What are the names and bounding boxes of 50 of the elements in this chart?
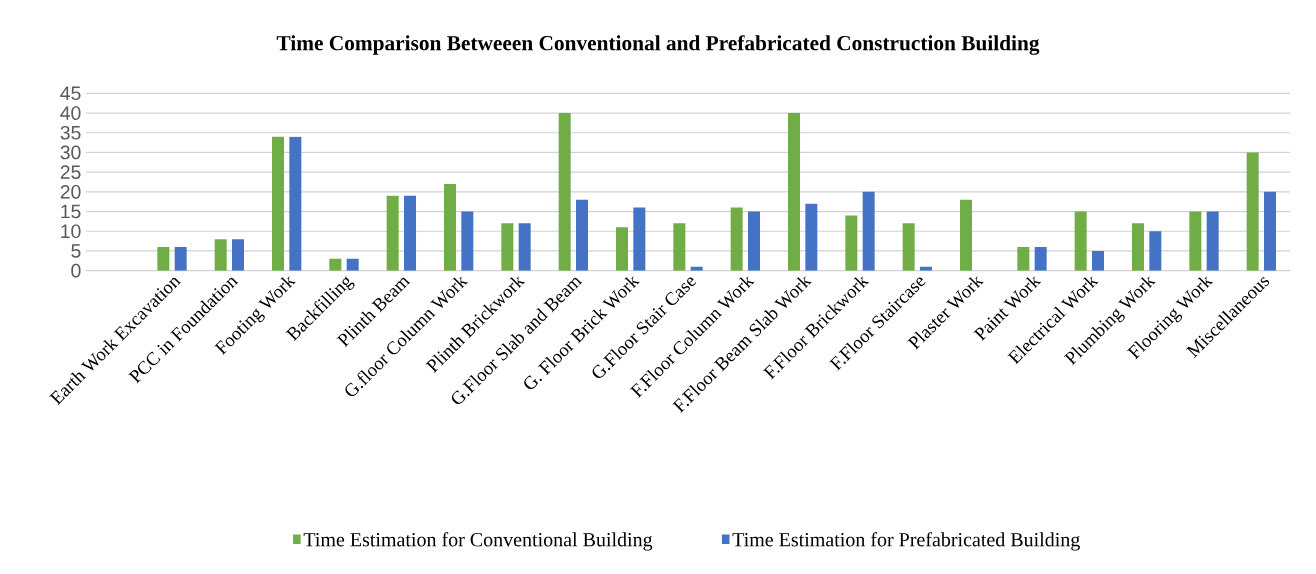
bar (1017, 247, 1030, 271)
chart-title: Time Comparison Betweeen Conventional and Prefabricated Construction Building (276, 35, 1040, 55)
legend-label: Time Estimation for Conventional Building (303, 532, 653, 551)
bar (1246, 152, 1259, 271)
bar (1189, 211, 1202, 271)
y-tick-label: 0 (71, 263, 81, 278)
bar (805, 203, 818, 271)
y-tick-label: 25 (60, 165, 81, 179)
bar (289, 136, 302, 271)
bar (633, 207, 646, 271)
y-tick-label: 35 (60, 125, 81, 140)
bar (518, 223, 531, 271)
bar (902, 223, 915, 271)
y-tick-label: 30 (60, 145, 81, 160)
bar (1132, 223, 1144, 271)
bar (1034, 247, 1047, 271)
bar (346, 258, 359, 271)
bar (157, 247, 170, 271)
bar (232, 239, 245, 271)
y-tick-label: 15 (61, 204, 81, 219)
bar (1264, 191, 1276, 271)
bar (576, 199, 589, 271)
bar (1206, 211, 1219, 271)
bar (558, 113, 571, 271)
y-tick-label: 5 (71, 244, 81, 258)
legend-label: Time Estimation for Prefabricated Building (732, 532, 1080, 551)
bar (748, 211, 761, 271)
bar (1149, 231, 1162, 271)
bar (673, 223, 686, 271)
y-tick-label: 20 (60, 184, 81, 199)
bar (501, 223, 514, 271)
bar (1074, 211, 1087, 271)
bar (461, 211, 474, 271)
bar (214, 239, 227, 271)
bar (404, 195, 417, 271)
y-tick-label: 45 (60, 86, 81, 101)
bar (862, 191, 875, 271)
bar (960, 199, 973, 271)
y-tick-label: 10 (61, 224, 81, 239)
bar (386, 195, 399, 271)
bar (174, 247, 187, 271)
bar (730, 207, 743, 271)
bar (845, 215, 858, 271)
bar (272, 136, 285, 271)
bar (616, 227, 629, 271)
bar (788, 113, 801, 271)
bar (329, 258, 342, 271)
bar (444, 183, 457, 271)
bar (1092, 250, 1104, 271)
y-tick-label: 40 (60, 106, 81, 120)
